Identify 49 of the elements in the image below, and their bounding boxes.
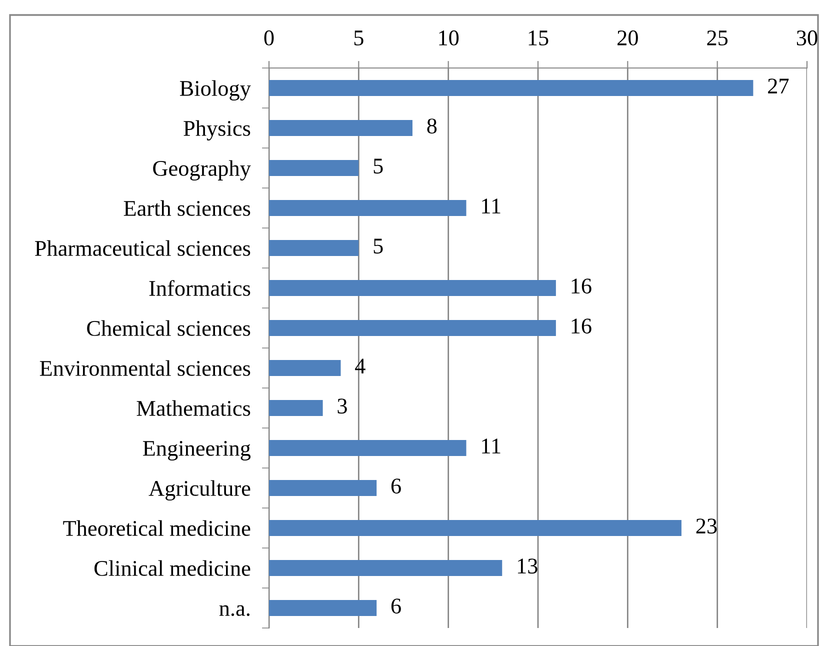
- bar: [269, 480, 377, 496]
- data-label: 16: [572, 278, 592, 294]
- data-label: 16: [572, 318, 592, 334]
- y-tick-label: Pharmaceutical sciences: [35, 240, 250, 256]
- y-tick-label: Biology: [180, 80, 251, 101]
- data-label: 5: [374, 158, 383, 174]
- y-tick-label: Clinical medicine: [94, 560, 250, 576]
- data-label: 8: [427, 118, 437, 134]
- bar: [269, 600, 377, 616]
- bar: [269, 240, 359, 256]
- data-label: 13: [518, 558, 538, 574]
- bar: [269, 400, 323, 416]
- data-label: 5: [374, 238, 383, 254]
- bar: [269, 120, 412, 136]
- y-tick-label: Theoretical medicine: [63, 520, 250, 536]
- data-label: 23: [696, 518, 717, 534]
- x-tick-label: 10: [439, 30, 459, 46]
- bar: [269, 160, 359, 176]
- data-label: 11: [482, 198, 500, 214]
- bar: [269, 560, 502, 576]
- y-tick-label: Mathematics: [136, 400, 250, 416]
- bar: [269, 280, 556, 296]
- bar: [269, 360, 341, 376]
- y-tick-label: Environmental sciences: [40, 360, 250, 376]
- x-tick-label: 15: [528, 30, 548, 46]
- x-tick-label: 30: [796, 30, 818, 46]
- y-tick-label: Physics: [184, 120, 250, 141]
- y-tick-label: Informatics: [149, 280, 250, 296]
- data-label: 11: [482, 438, 500, 454]
- y-tick-label: Engineering: [142, 440, 251, 460]
- bar: [269, 520, 682, 536]
- x-tick-label: 25: [707, 30, 728, 46]
- data-label: 27: [768, 78, 789, 94]
- x-tick-label: 0: [264, 30, 274, 46]
- data-label: 6: [391, 598, 401, 614]
- y-tick-label: n.a.: [219, 605, 250, 616]
- x-tick-label: 5: [354, 30, 364, 46]
- y-tick-label: Agriculture: [148, 480, 250, 501]
- y-tick-label: Earth sciences: [124, 200, 250, 216]
- data-label: 6: [391, 478, 401, 494]
- y-tick-label: Geography: [153, 160, 251, 181]
- bar: [269, 440, 466, 456]
- bar: [269, 80, 754, 96]
- bar: [269, 200, 466, 216]
- y-tick-label: Chemical sciences: [87, 320, 250, 336]
- bar: [269, 320, 556, 336]
- data-label: 3: [338, 398, 347, 414]
- x-tick-label: 20: [618, 30, 638, 46]
- data-label: 4: [355, 358, 366, 374]
